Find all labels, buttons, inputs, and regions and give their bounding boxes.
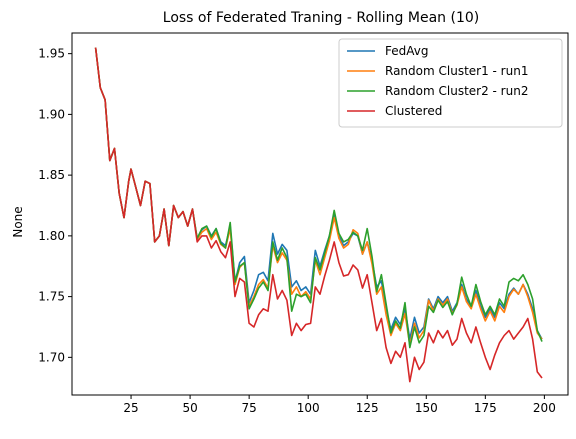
- chart-title: Loss of Federated Traning - Rolling Mean…: [163, 10, 479, 26]
- x-tick-label: 100: [297, 401, 320, 415]
- y-axis: 1.70 1.75 1.80 1.85 1.90 1.95: [38, 47, 72, 364]
- x-tick-label: 125: [356, 401, 379, 415]
- x-tick-label: 200: [533, 401, 556, 415]
- legend-entry: Clustered: [385, 104, 442, 118]
- legend: FedAvg Random Cluster1 - run1 Random Clust…: [338, 38, 563, 128]
- legend-entry: FedAvg: [385, 44, 428, 58]
- axes-frame: [71, 32, 569, 396]
- y-tick-label: 1.80: [38, 229, 65, 243]
- x-tick-label: 150: [415, 401, 438, 415]
- legend-box: [338, 38, 563, 128]
- legend-entry: Random Cluster1 - run1: [385, 64, 528, 78]
- legend-entry: Random Cluster2 - run2: [385, 84, 528, 98]
- x-axis: 25 50 75 100 125 150 175 200: [123, 395, 556, 415]
- series-line-4: [94, 47, 543, 383]
- x-tick-label: 175: [474, 401, 497, 415]
- x-tick-label: 75: [242, 401, 257, 415]
- y-tick-label: 1.95: [38, 47, 65, 61]
- plot-area: [94, 47, 543, 383]
- x-tick-label: 25: [123, 401, 138, 415]
- y-tick-label: 1.75: [38, 290, 65, 304]
- y-axis-label: None: [11, 206, 25, 237]
- x-tick-label: 50: [182, 401, 197, 415]
- y-tick-label: 1.90: [38, 107, 65, 121]
- y-tick-label: 1.85: [38, 168, 65, 182]
- y-tick-label: 1.70: [38, 350, 65, 364]
